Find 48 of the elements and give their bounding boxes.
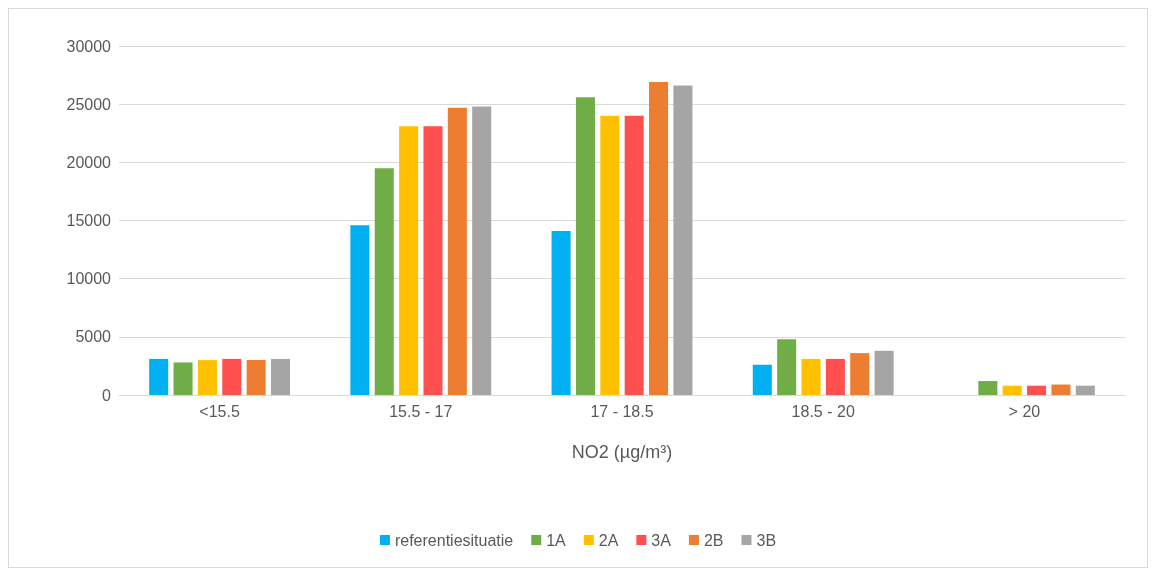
x-tick-label: <15.5 bbox=[199, 402, 240, 420]
bar bbox=[350, 225, 370, 395]
bar bbox=[649, 82, 669, 395]
bar bbox=[850, 353, 870, 395]
bar bbox=[173, 362, 193, 395]
bar bbox=[673, 85, 693, 395]
bar bbox=[978, 381, 998, 395]
legend-label: 2B bbox=[703, 531, 724, 549]
bar bbox=[246, 360, 266, 395]
y-tick-label: 20000 bbox=[66, 153, 112, 171]
bar bbox=[472, 106, 492, 395]
bar bbox=[1027, 385, 1047, 395]
bar bbox=[1075, 385, 1095, 395]
y-tick-label: 25000 bbox=[66, 95, 112, 113]
bar bbox=[149, 358, 169, 395]
y-tick-label: 10000 bbox=[66, 270, 112, 288]
bar bbox=[399, 126, 419, 395]
bar bbox=[197, 360, 217, 395]
legend-label: 3A bbox=[651, 531, 672, 549]
bar bbox=[1051, 384, 1071, 395]
legend-label: referentiesituatie bbox=[394, 531, 514, 549]
bar bbox=[825, 358, 845, 395]
bar bbox=[447, 107, 467, 395]
bar bbox=[270, 358, 291, 395]
bar bbox=[1002, 385, 1022, 395]
bar bbox=[801, 358, 821, 395]
x-tick-label: 17 - 18.5 bbox=[590, 402, 654, 420]
legend-label: 3B bbox=[756, 531, 777, 549]
bar bbox=[874, 350, 894, 395]
bar bbox=[374, 168, 394, 395]
bar bbox=[575, 97, 595, 395]
bar bbox=[752, 364, 772, 395]
x-tick-label: 18.5 - 20 bbox=[791, 402, 855, 420]
x-tick-label: 15.5 - 17 bbox=[389, 402, 453, 420]
legend-label: 2A bbox=[598, 531, 619, 549]
y-tick-label: 30000 bbox=[66, 37, 112, 55]
x-tick-label: > 20 bbox=[1008, 402, 1041, 420]
bar bbox=[222, 358, 242, 395]
bar bbox=[624, 115, 644, 395]
bar bbox=[423, 126, 443, 395]
bar bbox=[600, 115, 620, 395]
y-tick-label: 5000 bbox=[75, 328, 112, 346]
bar bbox=[551, 230, 571, 395]
legend-label: 1A bbox=[546, 531, 567, 549]
y-tick-label: 15000 bbox=[66, 212, 112, 229]
x-axis-title: NO2 (µg/m³) bbox=[571, 442, 673, 462]
y-tick-label: 0 bbox=[102, 386, 112, 404]
bar bbox=[777, 339, 797, 395]
